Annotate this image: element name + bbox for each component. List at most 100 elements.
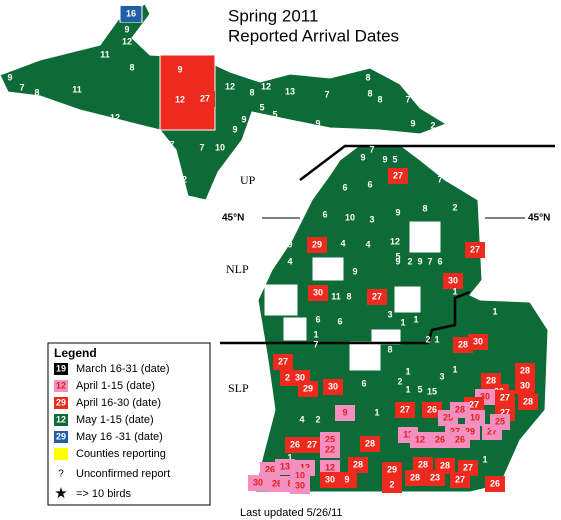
county-date: 28 <box>458 339 468 349</box>
county-date: 30 <box>253 477 263 487</box>
title-line: Spring 2011 <box>228 6 318 25</box>
county-date: 23 <box>430 472 440 482</box>
county-date: 8 <box>387 344 392 354</box>
region-label: SLP <box>228 381 249 395</box>
county-date: 27 <box>393 170 403 180</box>
county-date: 27 <box>469 399 479 409</box>
county-date: 9 <box>395 207 400 217</box>
footer: Last updated 5/26/11 <box>240 507 343 519</box>
county-cell <box>465 410 485 426</box>
county-date: 1 <box>313 329 318 339</box>
county-date: 29 <box>387 464 397 474</box>
county-cell <box>273 354 293 370</box>
legend-label: March 16-31 (date) <box>76 363 170 375</box>
county-date: 13 <box>280 461 290 471</box>
county-date: 6 <box>342 182 347 192</box>
county-date: 7 <box>199 142 204 152</box>
county-date: 26 <box>290 439 300 449</box>
legend-swatch <box>54 363 68 375</box>
county-date: 27 <box>463 462 473 472</box>
county-cell <box>465 242 485 258</box>
legend-title: Legend <box>54 346 97 360</box>
county-date: 13 <box>285 86 295 96</box>
county-date: 10 <box>295 470 305 480</box>
county-date: 12 <box>177 174 187 184</box>
county-date: 12 <box>390 236 400 246</box>
county-date: 5 <box>272 109 277 119</box>
title-line: Reported Arrival Dates <box>228 26 399 45</box>
legend-box <box>47 342 211 506</box>
county-date: 2 <box>407 256 412 266</box>
county-date: 8 <box>34 87 39 97</box>
county-cell <box>430 432 450 448</box>
county-date: 1 <box>492 306 497 316</box>
county-date: 4 <box>365 239 370 249</box>
legend-label: April 1-15 (date) <box>76 380 155 392</box>
county-date: 3 <box>387 309 392 319</box>
county-cell <box>121 6 141 22</box>
county-cell <box>490 414 510 430</box>
county-date: 9 <box>417 256 422 266</box>
county-cell <box>170 62 190 78</box>
county-date: 28 <box>418 459 428 469</box>
county-date: 30 <box>520 380 530 390</box>
county-date: 9 <box>382 154 387 164</box>
legend-label: => 10 birds <box>76 488 132 500</box>
region-label: UP <box>240 173 256 187</box>
county-cell <box>515 378 535 394</box>
county-cell <box>495 390 515 406</box>
county-date: 27 <box>470 244 480 254</box>
county-date: 27 <box>400 404 410 414</box>
legend-symbol: ? <box>58 469 64 480</box>
boundaries <box>220 144 555 345</box>
county-date: 27 <box>372 291 382 301</box>
county-date: 10 <box>215 142 225 152</box>
county-date: 28 <box>365 438 375 448</box>
county-date: 7 <box>313 339 318 349</box>
county-cell <box>388 168 408 184</box>
county-date: 11 <box>331 291 341 301</box>
county-date: 1 <box>374 407 379 417</box>
county-cell <box>298 381 318 397</box>
county-cell <box>195 91 215 107</box>
county-cell <box>468 334 488 350</box>
legend-label: Counties reporting <box>76 448 166 460</box>
county-date: 26 <box>272 478 282 488</box>
county-date: 26 <box>455 434 465 444</box>
county-date: 26 <box>265 464 275 474</box>
county-date: 7 <box>277 124 282 134</box>
county-date: 9 <box>352 266 357 276</box>
county-date: 12 <box>325 462 335 472</box>
county-date: 1 <box>452 364 457 374</box>
county-date: 22 <box>325 444 335 454</box>
county-date: 30 <box>295 480 305 490</box>
county-date: 25 <box>325 434 335 444</box>
county-date: 9 <box>7 72 12 82</box>
county-date: 1 <box>405 366 410 376</box>
county-date: 9 <box>344 474 349 484</box>
county-date: 30 <box>480 391 490 401</box>
county-date: 28 <box>410 472 420 482</box>
county-cell <box>413 457 433 473</box>
county-date: 3 <box>439 371 444 381</box>
county-date: 8 <box>365 72 370 82</box>
county-date: 1 <box>434 334 439 344</box>
county-date: 28 <box>523 396 533 406</box>
county-date: 16 <box>126 8 136 18</box>
county-date: 9 <box>177 64 182 74</box>
county-date: 11 <box>72 84 82 94</box>
county-date: 27 <box>487 426 497 436</box>
county-date: 3 <box>369 214 374 224</box>
county-date: 28 <box>486 375 496 385</box>
county-date: 9 <box>410 118 415 128</box>
legend: 19 March 16-31 (date) 12 April 1-15 (date) 2… <box>54 363 170 502</box>
county-date: 2 <box>452 202 457 212</box>
county-date: 30 <box>313 287 323 297</box>
county-date: 8 <box>249 87 254 97</box>
county-date: 8 <box>346 291 351 301</box>
county-date: 29 <box>312 239 322 249</box>
county-cell <box>422 402 442 418</box>
county-date: 27 <box>500 392 510 402</box>
county-cell <box>348 457 368 473</box>
